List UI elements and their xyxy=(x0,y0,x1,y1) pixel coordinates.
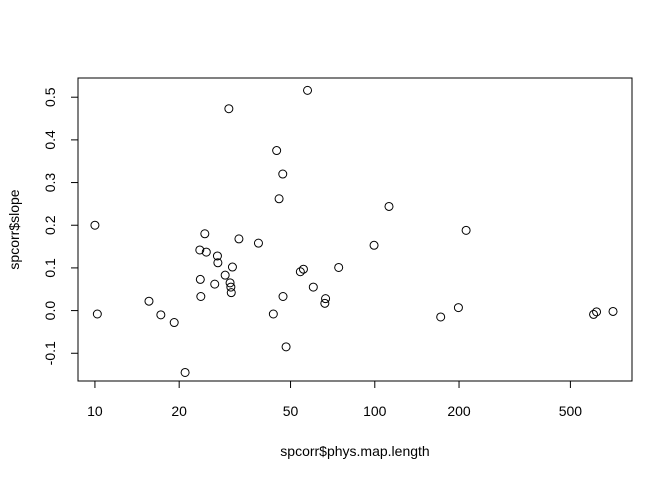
data-point xyxy=(461,225,471,235)
data-point xyxy=(201,247,211,257)
y-tick-label: 0.2 xyxy=(42,215,58,235)
data-point xyxy=(272,146,282,156)
data-point xyxy=(213,258,223,268)
data-point xyxy=(212,251,222,261)
data-point xyxy=(200,229,210,239)
plot-box xyxy=(77,77,633,382)
y-axis-label: spcorr$slope xyxy=(6,189,22,269)
data-point xyxy=(320,298,330,308)
data-point xyxy=(225,278,235,288)
data-point xyxy=(308,282,318,292)
data-point xyxy=(334,262,344,272)
y-axis: -0.1 0.0 0.1 0.2 0.3 0.4 0.5 xyxy=(42,87,79,365)
data-point xyxy=(227,262,237,272)
data-point xyxy=(436,312,446,322)
data-point xyxy=(144,296,154,306)
data-point xyxy=(278,169,288,179)
data-point xyxy=(303,85,313,95)
y-tick-label: 0.0 xyxy=(42,301,58,321)
data-point xyxy=(210,279,220,289)
data-point xyxy=(226,288,236,298)
x-tick-label: 500 xyxy=(559,403,583,419)
y-tick-label: 0.3 xyxy=(42,173,58,193)
data-point xyxy=(234,234,244,244)
data-point xyxy=(156,310,166,320)
data-point xyxy=(278,292,288,302)
data-point xyxy=(274,194,284,204)
data-point xyxy=(268,309,278,319)
y-tick-label: 0.4 xyxy=(42,130,58,150)
data-point xyxy=(224,104,234,114)
y-tick-label: 0.5 xyxy=(42,87,58,107)
x-tick-label: 20 xyxy=(171,403,187,419)
data-point xyxy=(180,367,190,377)
data-point xyxy=(384,201,394,211)
x-axis-label: spcorr$phys.map.length xyxy=(280,443,429,459)
data-point xyxy=(453,303,463,313)
x-tick-label: 10 xyxy=(87,403,103,419)
data-point xyxy=(298,264,308,274)
data-point xyxy=(195,274,205,284)
data-point xyxy=(196,292,206,302)
x-tick-label: 50 xyxy=(283,403,299,419)
data-point xyxy=(589,309,599,319)
data-point xyxy=(90,220,100,230)
data-point xyxy=(253,238,263,248)
data-point xyxy=(295,267,305,277)
data-point xyxy=(592,307,602,317)
data-point xyxy=(608,306,618,316)
data-point xyxy=(226,282,236,292)
data-point xyxy=(220,270,230,280)
data-point xyxy=(169,318,179,328)
y-tick-label: -0.1 xyxy=(42,341,58,365)
y-tick-label: 0.1 xyxy=(42,258,58,278)
x-tick-label: 100 xyxy=(363,403,387,419)
data-point xyxy=(369,240,379,250)
data-point xyxy=(321,294,331,304)
data-point xyxy=(281,342,291,352)
x-tick-label: 200 xyxy=(447,403,471,419)
x-axis: 10 20 50 100 200 500 xyxy=(87,380,583,419)
data-point xyxy=(92,309,102,319)
data-point xyxy=(195,245,205,255)
data-points xyxy=(90,85,618,377)
